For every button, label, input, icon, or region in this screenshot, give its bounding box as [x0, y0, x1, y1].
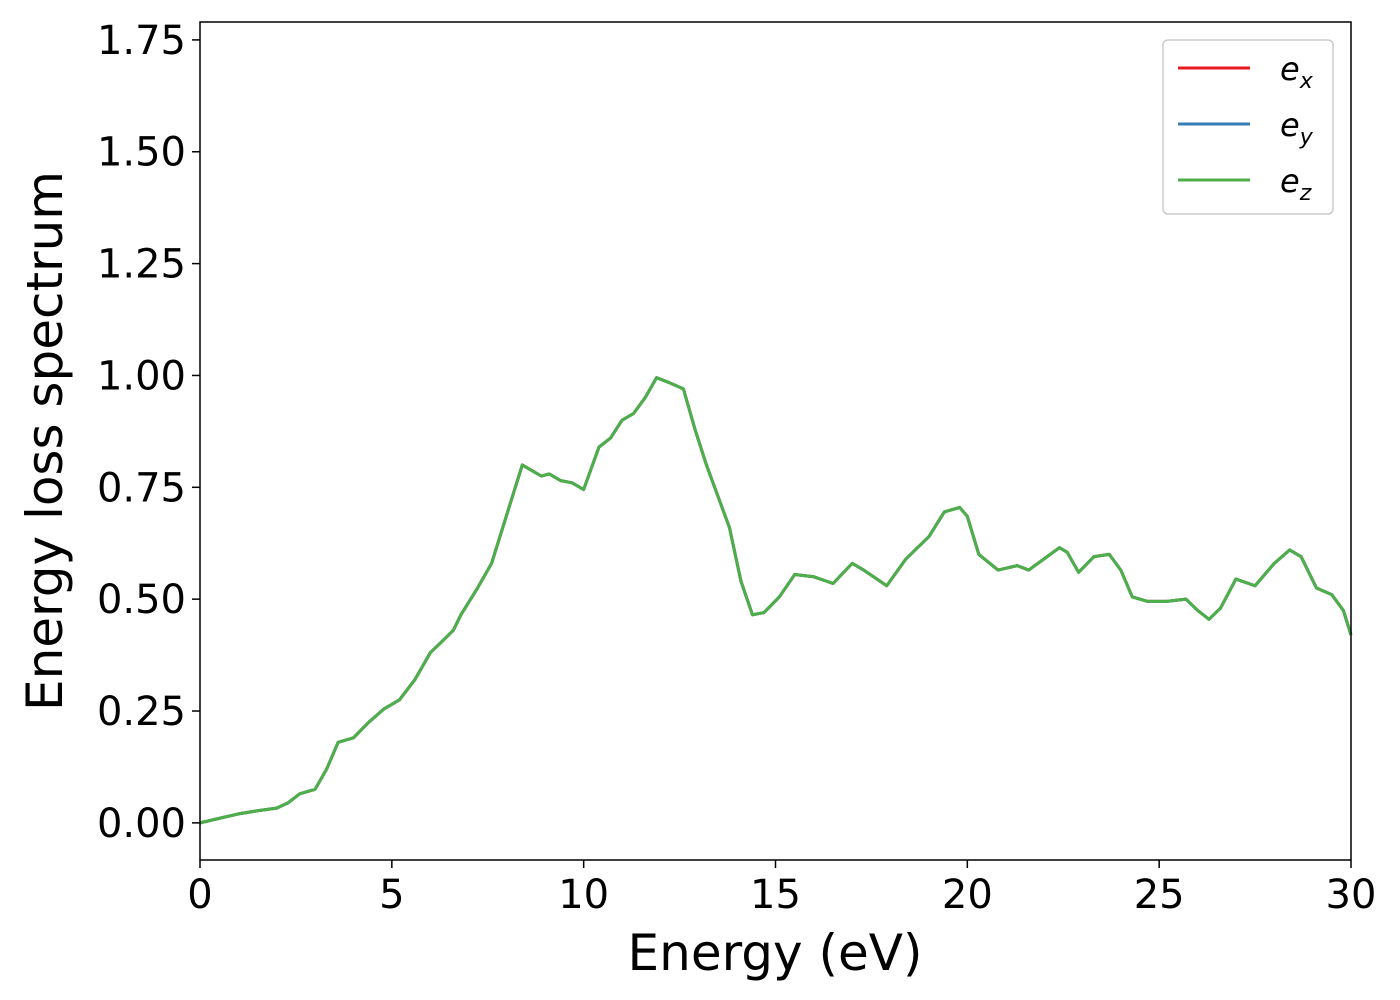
x-tick-label: 10 [558, 872, 609, 918]
y-axis-label: Energy loss spectrum [16, 171, 74, 711]
x-tick-label: 30 [1326, 872, 1377, 918]
x-tick-label: 0 [187, 872, 212, 918]
y-tick-label: 1.50 [97, 130, 186, 176]
x-tick-label: 25 [1134, 872, 1185, 918]
line-series [199, 376, 1353, 825]
y-tick-label: 0.50 [97, 577, 186, 623]
legend-label: ez [1280, 162, 1312, 206]
legend-label: ex [1280, 50, 1314, 94]
y-tick-label: 1.25 [97, 242, 186, 288]
x-tick-label: 20 [942, 872, 993, 918]
y-tick-label: 0.75 [97, 465, 186, 511]
y-tick-label: 0.25 [97, 689, 186, 735]
x-axis-label: Energy (eV) [628, 924, 923, 982]
y-tick-label: 0.00 [97, 801, 186, 847]
x-tick-label: 5 [379, 872, 404, 918]
legend-box [1162, 39, 1334, 215]
plot-frame [199, 21, 1352, 861]
legend-label: ey [1280, 106, 1314, 150]
y-tick-label: 1.00 [97, 353, 186, 399]
x-tick-label: 15 [750, 872, 801, 918]
y-tick-label: 1.75 [97, 18, 186, 64]
